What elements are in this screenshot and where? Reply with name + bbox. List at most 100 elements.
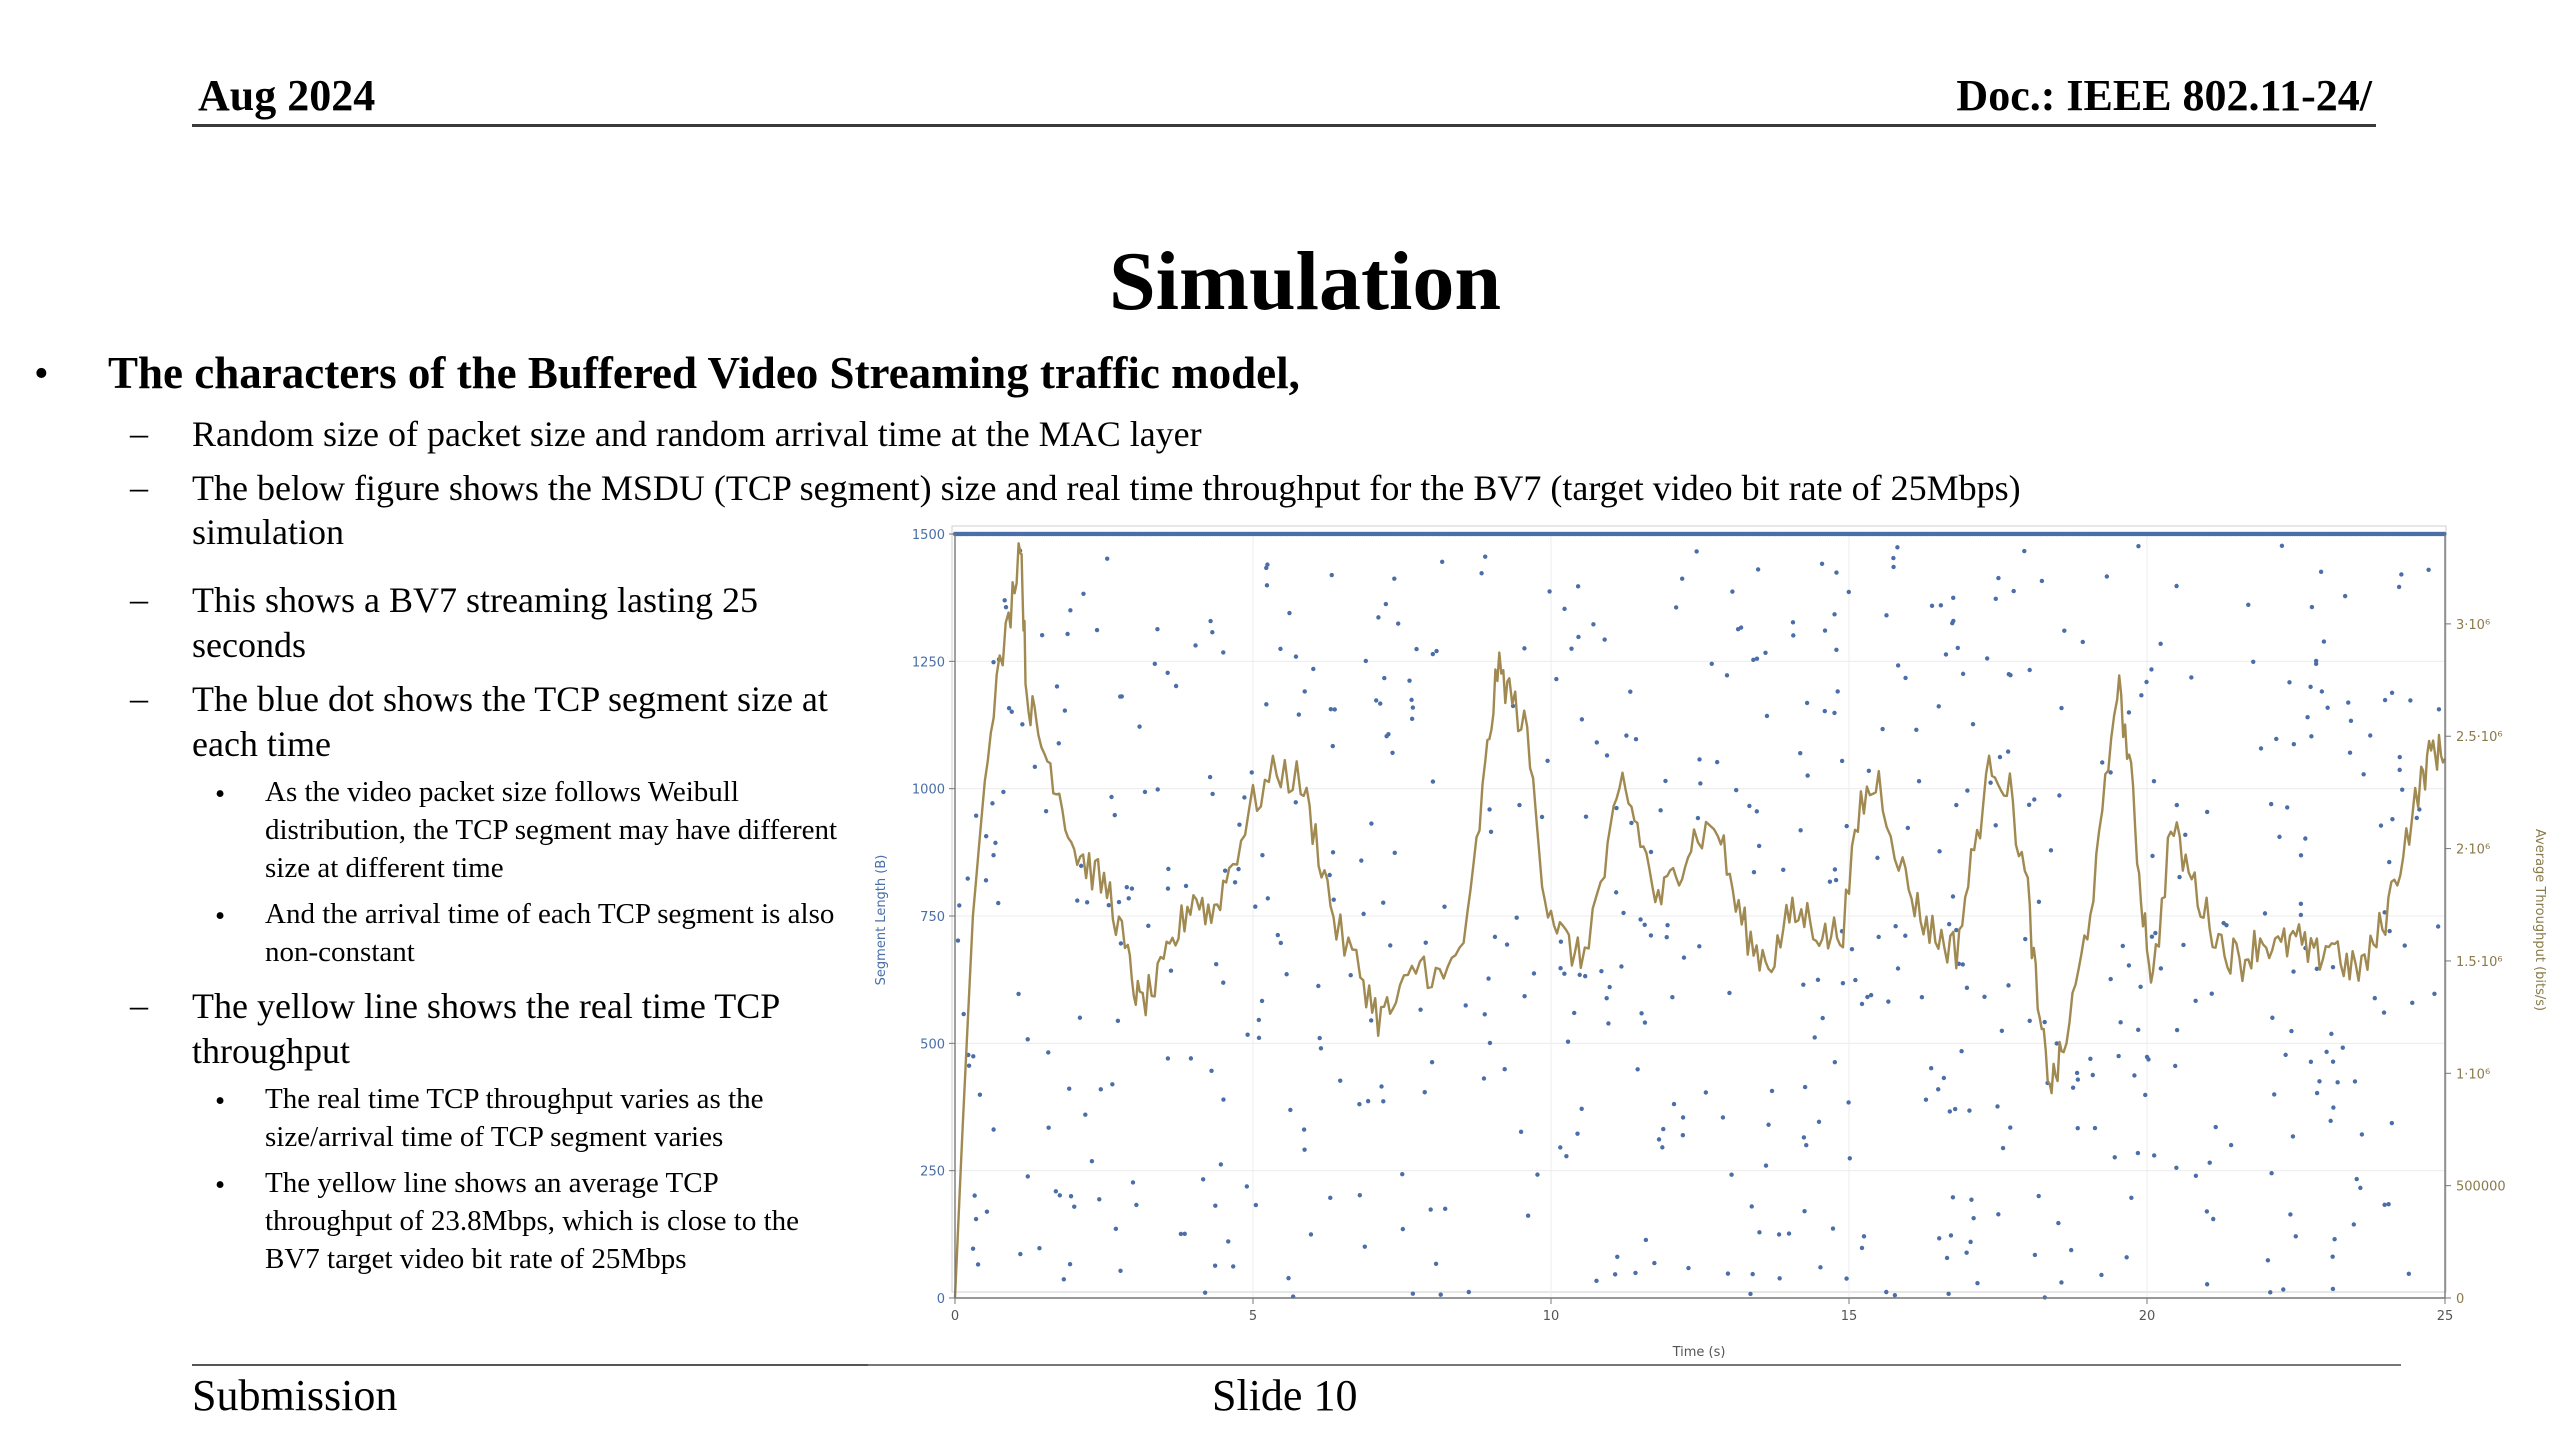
segment-dot	[1791, 633, 1796, 638]
segment-dot	[1311, 666, 1316, 672]
segment-dot	[1950, 894, 1956, 899]
segment-dot	[2080, 639, 2085, 645]
segment-dot	[1188, 1056, 1194, 1061]
segment-dot	[2088, 1056, 2093, 1062]
segment-dot	[2265, 1258, 2271, 1263]
segment-dot	[2221, 920, 2226, 926]
segment-dot	[1430, 779, 1436, 784]
segment-dot	[1256, 1017, 1262, 1023]
segment-dot	[2277, 834, 2282, 840]
segment-dot	[1615, 1254, 1620, 1259]
segment-dot	[2382, 910, 2387, 915]
segment-dot	[1287, 610, 1292, 616]
segment-dot	[1065, 631, 1070, 637]
segment-dot	[2372, 995, 2377, 1001]
segment-dot	[1213, 1203, 1218, 1208]
segment-dot	[1357, 1193, 1363, 1198]
segment-dot	[1798, 751, 1803, 756]
segment-dot	[2298, 901, 2304, 907]
segment-dot	[2183, 832, 2188, 838]
segment-dot	[1317, 1035, 1322, 1041]
segment-dot	[1482, 1012, 1487, 1017]
segment-dot	[1318, 1046, 1324, 1051]
segment-dot	[1146, 923, 1151, 929]
segment-dot	[1606, 1021, 1611, 1026]
throughput-chart: 0 5 10 15 20 25025050075010001250150005000001…	[874, 525, 2547, 1360]
segment-dot	[2193, 1173, 2199, 1178]
segment-dot	[2330, 1254, 2335, 1259]
segment-dot	[2209, 991, 2214, 996]
segment-dot	[1562, 606, 1567, 612]
segment-dot	[1308, 1232, 1314, 1237]
segment-dot	[2303, 836, 2308, 841]
segment-dot	[2325, 705, 2330, 710]
segment-dot	[1439, 559, 1445, 565]
segment-dot	[1210, 630, 1215, 635]
segment-dot	[1751, 657, 1756, 663]
segment-dot	[1278, 646, 1283, 652]
segment-dot	[1984, 656, 1990, 661]
segment-dot	[2382, 1202, 2387, 1208]
segment-dot	[1575, 1131, 1580, 1136]
segment-dot	[1665, 922, 1670, 928]
segment-dot	[1236, 866, 1241, 872]
segment-dot	[1804, 700, 1810, 706]
segment-dot	[1695, 815, 1701, 821]
segment-dot	[2153, 930, 2158, 936]
segment-dot	[2381, 1010, 2387, 1015]
segment-dot	[2005, 749, 2011, 754]
segment-dot	[1558, 966, 1563, 971]
segment-dot	[1165, 886, 1171, 891]
segment-dot	[1518, 1129, 1524, 1135]
segment-dot	[1152, 661, 1158, 667]
segment-dot	[1330, 743, 1335, 749]
segment-dot	[1714, 759, 1720, 765]
segment-dot	[2149, 667, 2154, 672]
segment-dot	[1256, 1035, 1262, 1041]
y2-tick-label: 2·10⁶	[2456, 843, 2490, 858]
segment-dot	[1703, 1090, 1709, 1095]
segment-dot	[1378, 701, 1383, 706]
segment-dot	[1359, 858, 1364, 863]
segment-dot	[1903, 933, 1908, 938]
segment-dot	[1905, 825, 1911, 831]
axes	[949, 533, 2451, 1304]
segment-dot	[1875, 855, 1880, 861]
segment-dot	[1134, 1202, 1139, 1208]
segment-dot	[2129, 1195, 2134, 1200]
segment-dot	[1639, 1011, 1644, 1016]
segment-dot	[1032, 764, 1038, 770]
segment-dot	[1786, 1231, 1792, 1236]
segment-dot	[2204, 1282, 2210, 1287]
segment-dot	[1207, 774, 1213, 780]
segment-dot	[2340, 1045, 2345, 1050]
segment-dot	[2006, 983, 2011, 988]
segment-dot	[1671, 1101, 1677, 1107]
segment-dot	[1178, 1231, 1184, 1237]
segment-dot	[1126, 896, 1131, 901]
segment-dot	[2008, 672, 2013, 678]
segment-dot	[1109, 794, 1114, 800]
segment-dot	[1835, 689, 1840, 694]
segment-dot	[1400, 1171, 1405, 1177]
segment-dot	[2314, 966, 2320, 972]
segment-dot	[990, 801, 995, 806]
segment-dot	[1382, 675, 1387, 681]
segment-dot	[1078, 863, 1084, 869]
segment-dot	[1996, 575, 2001, 581]
segment-dot	[1575, 584, 1581, 589]
sub-sub-bullet-average: The yellow line shows an average TCP thr…	[265, 1167, 800, 1275]
segment-dot	[1331, 897, 1336, 902]
segment-dot	[1329, 572, 1334, 578]
segment-dot	[2399, 572, 2404, 577]
segment-dot	[1113, 1226, 1119, 1232]
segment-dot	[1594, 1278, 1599, 1284]
segment-dot	[2211, 1216, 2216, 1222]
y-tick-label: 0	[937, 1292, 945, 1307]
segment-dot	[1893, 924, 1898, 929]
segment-dot	[1565, 1039, 1571, 1044]
segment-dot	[1296, 712, 1302, 717]
segment-dot	[1006, 705, 1012, 711]
segment-dot	[1880, 726, 1885, 732]
segment-dot	[955, 938, 961, 943]
